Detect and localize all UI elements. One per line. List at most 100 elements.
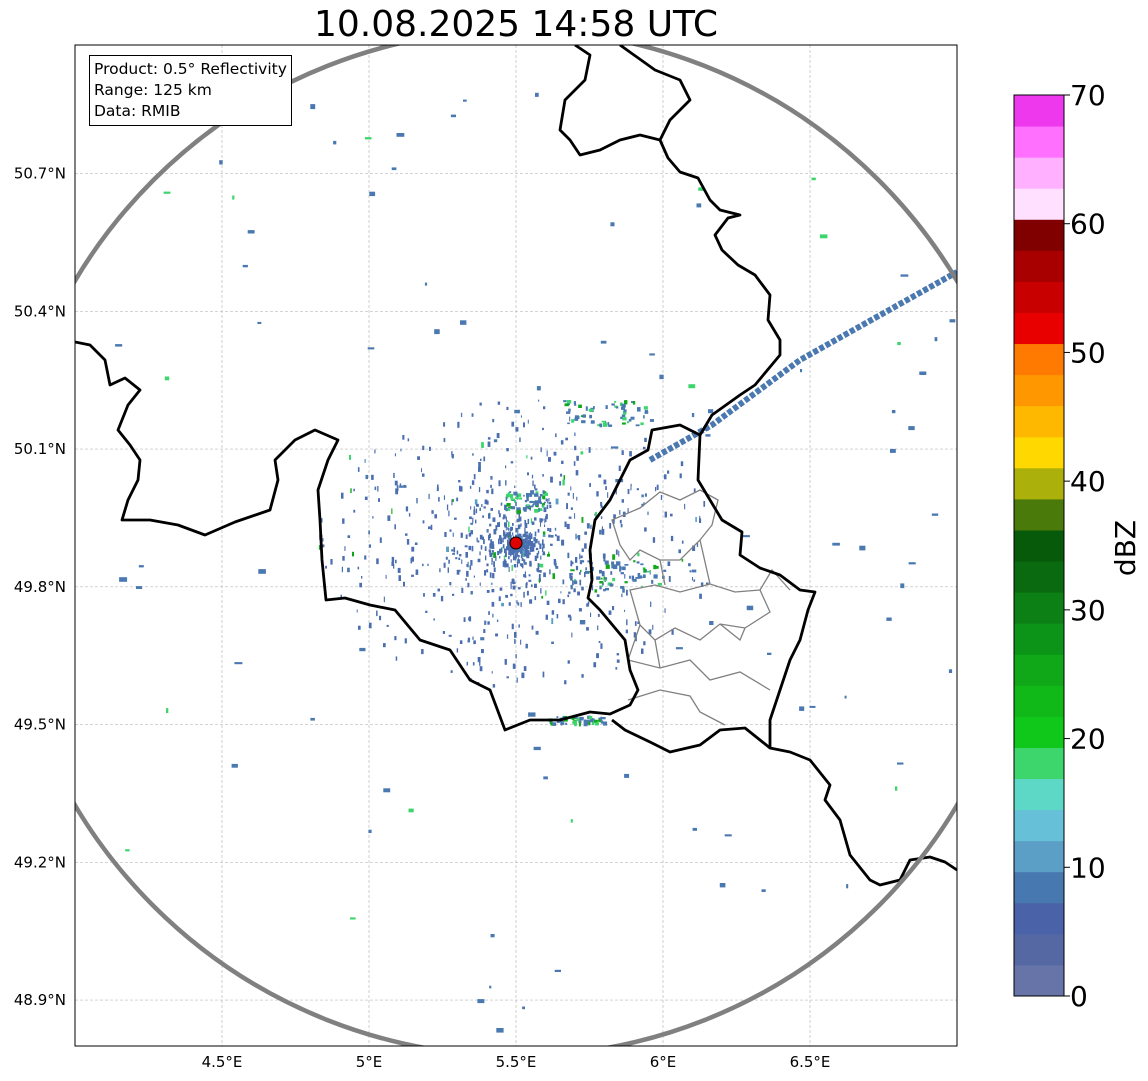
echo-pixel [516,518,520,523]
echo-pixel [524,527,526,534]
echo-pixel [520,523,522,527]
colorbar-segment [1014,592,1064,624]
echo-pixel [529,532,531,537]
echo-pixel [640,563,644,566]
echo-pixel [570,819,573,823]
echo-pixel [506,532,509,538]
echo-pixel [454,517,457,520]
echo-pixel [500,502,503,506]
echo-pixel [585,567,587,571]
echo-pixel [692,577,693,581]
echo-pixel [422,563,424,567]
echo-pixel [605,486,607,490]
echo-pixel [542,495,544,500]
echo-pixel [510,506,513,509]
echo-pixel [558,598,561,604]
echo-pixel [539,508,543,512]
echo-pixel [512,523,514,526]
echo-pixel [719,883,726,888]
colorbar-segment [1014,747,1064,780]
echo-pixel [696,542,699,547]
echo-pixel [493,561,495,567]
echo-pixel [347,535,351,538]
colorbar-label: dBZ [1109,520,1142,576]
echo-pixel [567,422,570,425]
lon-tick-label: 5°E [356,1053,383,1071]
echo-pixel [900,274,909,277]
echo-pixel [526,536,528,542]
echo-pixel [574,417,579,421]
echo-pixel [460,412,463,418]
echo-pixel [615,549,618,555]
echo-pixel [593,406,595,410]
echo-pixel [505,508,508,512]
echo-pixel [522,538,524,544]
echo-pixel [550,543,553,546]
echo-pixel [500,547,503,553]
echo-pixel [422,520,425,524]
echo-pixel [581,586,584,591]
echo-pixel [460,532,463,538]
echo-pixel [391,167,397,171]
echo-pixel [352,551,354,557]
echo-pixel [594,719,599,723]
echo-pixel [563,475,565,480]
echo-pixel [394,453,396,457]
echo-pixel [562,599,565,605]
echo-pixel [534,502,539,506]
echo-pixel [554,563,557,567]
echo-pixel [516,509,521,514]
echo-pixel [563,400,567,403]
echo-pixel [488,534,490,538]
echo-pixel [626,619,628,626]
echo-pixel [625,400,627,402]
echo-pixel [488,513,491,519]
echo-pixel [510,554,512,557]
echo-pixel [572,580,574,586]
echo-pixel [505,465,507,469]
echo-pixel [219,160,223,165]
echo-pixel [649,353,655,356]
echo-pixel [692,545,696,551]
echo-pixel [424,282,428,286]
echo-pixel [527,543,530,550]
echo-pixel [549,504,552,509]
echo-pixel [522,552,524,556]
echo-pixel [528,579,532,582]
echo-pixel [498,480,501,487]
echo-pixel [570,507,573,510]
echo-pixel [622,417,627,421]
echo-pixel [364,496,368,500]
echo-pixel [589,483,591,487]
colorbar-segment [1014,219,1064,251]
echo-pixel [583,722,588,727]
admin-boundaries [611,489,791,726]
echo-pixel [520,639,522,645]
echo-pixel [513,564,517,568]
echo-pixel [542,671,545,678]
echo-pixel [556,614,559,619]
echo-pixel [242,264,248,268]
echo-pixel [490,484,492,488]
echo-pixel [684,503,686,510]
lon-tick-label: 6°E [650,1053,677,1071]
echo-pixel [437,484,439,490]
echo-pixel [659,374,664,380]
echo-pixel [526,547,528,551]
echo-pixel [664,511,667,518]
echo-pixel [595,511,598,518]
country-borders [75,45,957,887]
echo-pixel [451,499,453,506]
echo-pixel [519,516,522,522]
echo-pixel [548,498,550,502]
echo-pixel [566,503,568,510]
echo-pixel [571,632,573,638]
echo-pixel [626,589,628,596]
echo-pixel [681,559,684,562]
colorbar-segment [1014,374,1064,407]
echo-pixel [615,406,619,409]
echo-pixel [490,476,493,480]
echo-pixel [484,499,488,505]
echo-pixel [349,454,351,460]
echo-pixel [470,506,472,510]
